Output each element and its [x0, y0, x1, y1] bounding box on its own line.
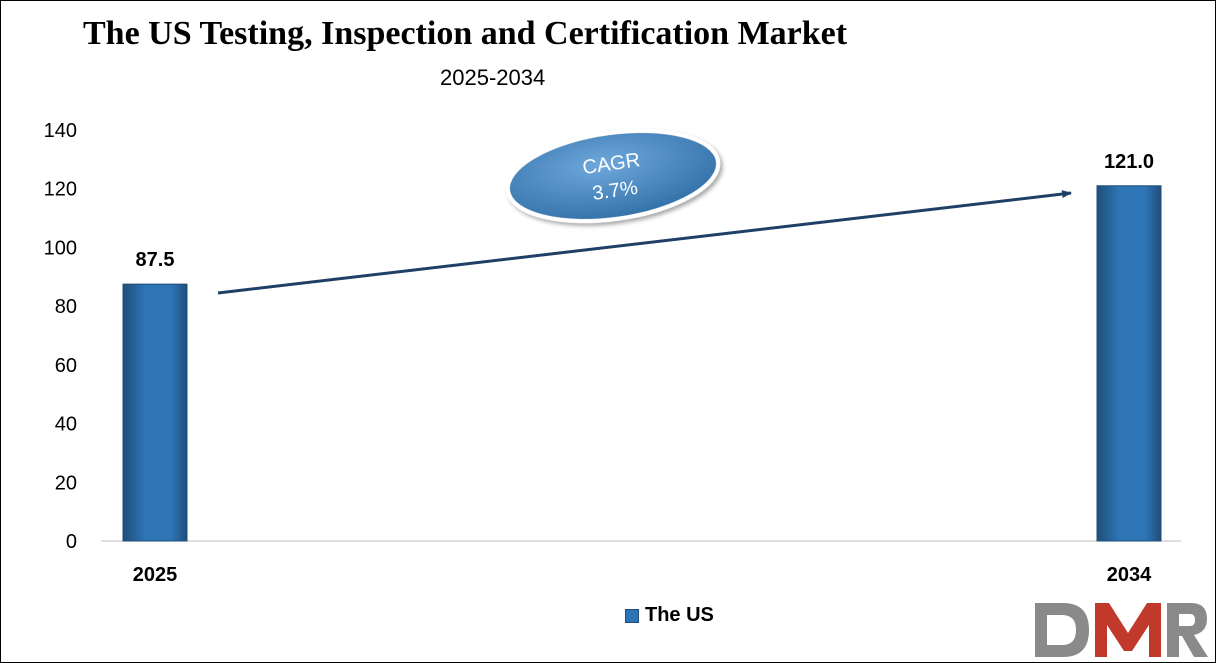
- data-labels: 87.5 121.0: [136, 151, 1155, 271]
- chart-title: The US Testing, Inspection and Certifica…: [83, 15, 848, 52]
- data-label-2034: 121.0: [1104, 151, 1154, 173]
- bars-group: [122, 185, 1162, 542]
- x-axis-labels: 2025 2034: [133, 564, 1152, 586]
- y-tick-label: 80: [55, 296, 77, 318]
- growth-arrow: [217, 190, 1072, 295]
- legend: The US: [625, 604, 714, 627]
- y-axis-ticks: 0 20 40 60 80 100 120 140: [44, 120, 77, 553]
- cagr-ellipse: [505, 128, 721, 224]
- y-tick-label: 120: [44, 179, 77, 201]
- dmr-logo: [1035, 603, 1208, 657]
- y-tick-label: 100: [44, 237, 77, 259]
- y-tick-label: 20: [55, 472, 77, 494]
- x-tick-label-2034: 2034: [1107, 564, 1152, 586]
- bar-2034: [1096, 185, 1162, 542]
- bar-2025: [122, 283, 188, 542]
- x-tick-label-2025: 2025: [133, 564, 178, 586]
- legend-swatch: [625, 608, 639, 623]
- cagr-callout: CAGR 3.7%: [505, 128, 721, 224]
- y-tick-label: 0: [66, 531, 77, 553]
- data-label-2025: 87.5: [136, 249, 175, 271]
- y-tick-label: 40: [55, 414, 77, 436]
- chart-subtitle: 2025-2034: [440, 65, 546, 90]
- y-tick-label: 60: [55, 355, 77, 377]
- legend-label: The US: [645, 604, 714, 626]
- y-tick-label: 140: [44, 120, 77, 142]
